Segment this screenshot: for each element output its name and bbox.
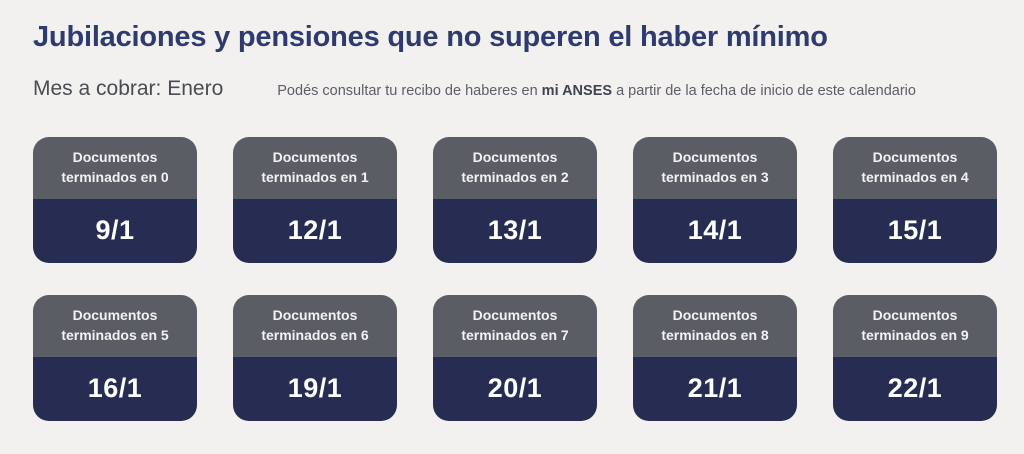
calendar-card-doc-9: Documentos terminados en 9 22/1 <box>833 294 997 421</box>
card-body: 9/1 <box>33 198 197 263</box>
card-body: 13/1 <box>433 198 597 263</box>
card-body: 20/1 <box>433 356 597 421</box>
page-title: Jubilaciones y pensiones que no superen … <box>33 21 828 53</box>
calendar-card-doc-8: Documentos terminados en 8 21/1 <box>633 294 797 421</box>
calendar-card-doc-6: Documentos terminados en 6 19/1 <box>233 294 397 421</box>
card-label: Documentos terminados en 0 <box>61 149 169 185</box>
card-date: 22/1 <box>887 373 943 404</box>
receipt-note-pre: Podés consultar tu recibo de haberes en <box>277 82 542 99</box>
mi-anses-label: mi ANSES <box>541 82 613 99</box>
card-label: Documentos terminados en 1 <box>261 149 369 185</box>
card-label: Documentos terminados en 3 <box>661 149 769 185</box>
card-body: 21/1 <box>633 356 797 421</box>
card-header: Documentos terminados en 1 <box>233 136 397 199</box>
card-label: Documentos terminados en 8 <box>661 307 769 343</box>
calendar-card-doc-5: Documentos terminados en 5 16/1 <box>33 294 197 421</box>
card-body: 19/1 <box>233 356 397 421</box>
card-header: Documentos terminados en 0 <box>33 136 197 199</box>
card-body: 15/1 <box>833 198 997 263</box>
calendar-card-doc-2: Documentos terminados en 2 13/1 <box>433 136 597 263</box>
card-label: Documentos terminados en 5 <box>61 307 169 343</box>
card-header: Documentos terminados en 7 <box>433 294 597 357</box>
calendar-card-doc-3: Documentos terminados en 3 14/1 <box>633 136 797 263</box>
card-body: 22/1 <box>833 356 997 421</box>
card-body: 16/1 <box>33 356 197 421</box>
calendar-card-doc-1: Documentos terminados en 1 12/1 <box>233 136 397 263</box>
card-label: Documentos terminados en 6 <box>261 307 369 343</box>
card-header: Documentos terminados en 6 <box>233 294 397 357</box>
card-date: 21/1 <box>687 373 743 404</box>
card-date: 16/1 <box>87 373 143 404</box>
receipt-note-post: a partir de la fecha de inicio de este c… <box>612 82 916 99</box>
card-date: 20/1 <box>487 373 543 404</box>
card-date: 13/1 <box>487 215 543 246</box>
calendar-cards-grid: Documentos terminados en 0 9/1 Documento… <box>33 136 997 421</box>
card-date: 14/1 <box>687 215 743 246</box>
month-to-collect-label: Mes a cobrar: Enero <box>33 76 224 100</box>
card-header: Documentos terminados en 3 <box>633 136 797 199</box>
card-label: Documentos terminados en 4 <box>861 149 969 185</box>
card-header: Documentos terminados en 8 <box>633 294 797 357</box>
card-header: Documentos terminados en 5 <box>33 294 197 357</box>
card-date: 9/1 <box>95 215 135 246</box>
card-date: 12/1 <box>287 215 343 246</box>
card-label: Documentos terminados en 2 <box>461 149 569 185</box>
payment-calendar-page: Jubilaciones y pensiones que no superen … <box>33 21 997 421</box>
card-label: Documentos terminados en 7 <box>461 307 569 343</box>
calendar-card-doc-0: Documentos terminados en 0 9/1 <box>33 136 197 263</box>
card-header: Documentos terminados en 2 <box>433 136 597 199</box>
calendar-card-doc-4: Documentos terminados en 4 15/1 <box>833 136 997 263</box>
card-header: Documentos terminados en 4 <box>833 136 997 199</box>
receipt-note: Podés consultar tu recibo de haberes en … <box>277 83 916 99</box>
card-date: 19/1 <box>287 373 343 404</box>
subheader: Mes a cobrar: Enero Podés consultar tu r… <box>33 77 997 101</box>
card-label: Documentos terminados en 9 <box>861 307 969 343</box>
card-header: Documentos terminados en 9 <box>833 294 997 357</box>
card-date: 15/1 <box>887 215 943 246</box>
card-body: 14/1 <box>633 198 797 263</box>
calendar-card-doc-7: Documentos terminados en 7 20/1 <box>433 294 597 421</box>
card-body: 12/1 <box>233 198 397 263</box>
